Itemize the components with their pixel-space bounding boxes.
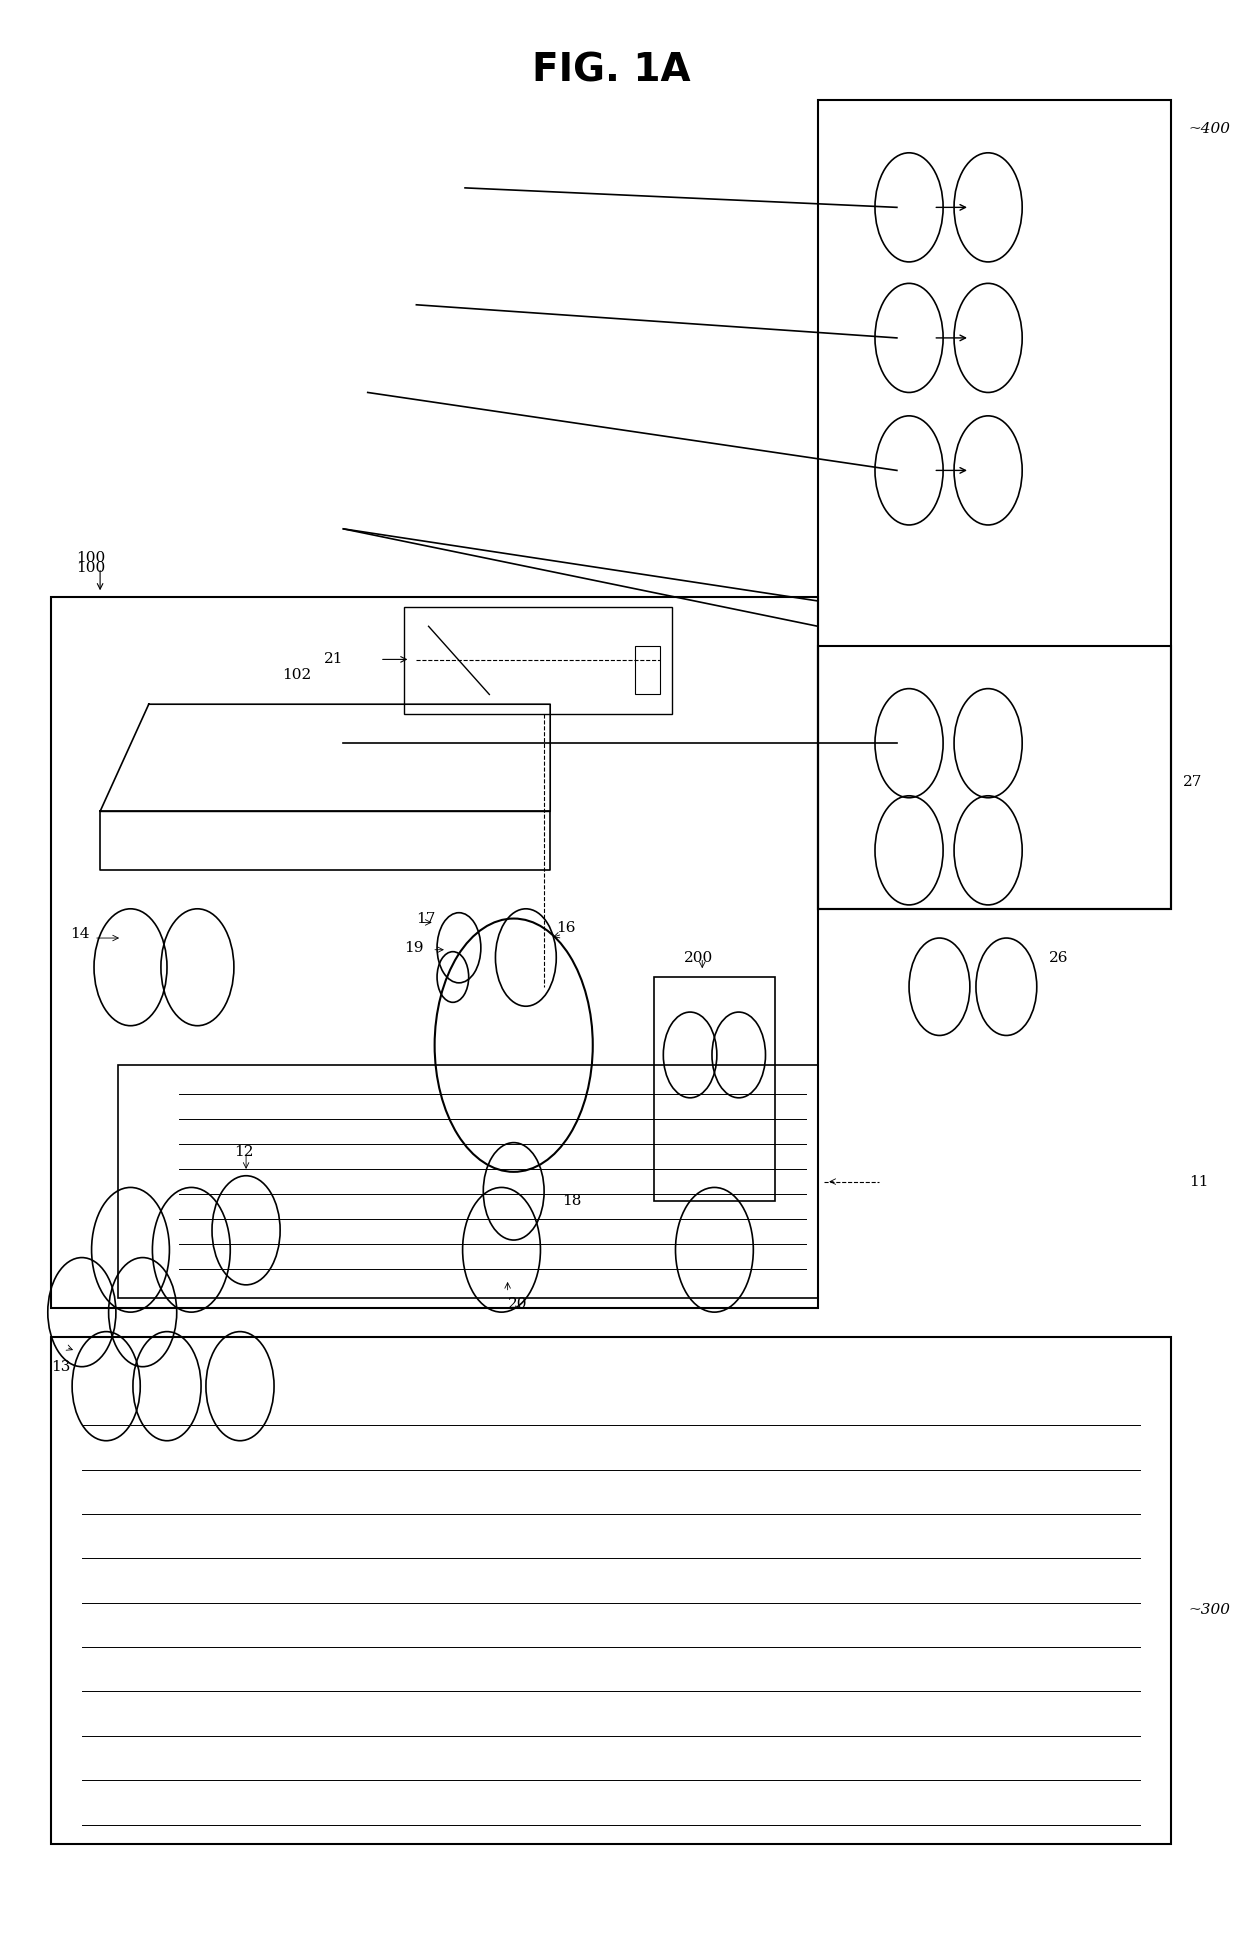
Text: ~300: ~300: [1189, 1602, 1231, 1618]
Text: 27: 27: [1183, 776, 1202, 789]
Bar: [51, 1337, 1171, 1845]
Text: 26: 26: [1049, 950, 1069, 965]
Bar: [635, 645, 660, 694]
Text: 16: 16: [557, 920, 575, 936]
Text: 12: 12: [234, 1145, 253, 1159]
Text: 19: 19: [404, 940, 424, 956]
Text: 20: 20: [507, 1297, 527, 1311]
Bar: [818, 645, 1171, 909]
Text: 100: 100: [76, 561, 105, 574]
Text: FIG. 1A: FIG. 1A: [532, 53, 691, 90]
Bar: [51, 598, 818, 1309]
Bar: [818, 100, 1171, 909]
Text: 11: 11: [1189, 1174, 1208, 1188]
Bar: [404, 608, 672, 713]
Text: 13: 13: [51, 1360, 71, 1374]
Bar: [653, 977, 775, 1202]
Text: 102: 102: [283, 668, 311, 682]
Text: 200: 200: [684, 950, 713, 965]
Text: 17: 17: [417, 913, 435, 926]
Text: 100: 100: [76, 551, 105, 565]
Text: 14: 14: [69, 926, 89, 942]
Text: 21: 21: [324, 653, 343, 666]
Text: ~400: ~400: [1189, 123, 1231, 137]
Bar: [118, 1065, 818, 1299]
Text: 18: 18: [563, 1194, 582, 1208]
